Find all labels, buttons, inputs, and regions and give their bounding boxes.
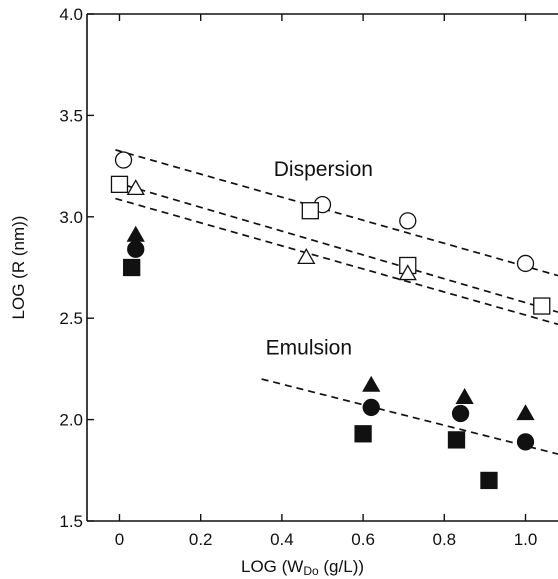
fit-lines [115, 149, 558, 455]
data-point-filled-circle [516, 433, 535, 451]
data-point-filled-square [354, 425, 372, 443]
data-markers [110, 151, 551, 490]
y-tick-label: 3.0 [59, 208, 83, 227]
data-point-open-triangle [398, 264, 417, 281]
data-point-open-square [533, 297, 551, 315]
data-point-filled-circle [362, 398, 380, 417]
x-tick-label: 0.8 [432, 530, 456, 549]
data-point-filled-triangle [455, 387, 474, 404]
data-point-open-circle [399, 212, 417, 230]
emulsion-label: Emulsion [266, 337, 352, 360]
data-point-open-triangle [126, 179, 145, 196]
fit-line [261, 378, 558, 455]
data-point-open-circle [516, 254, 535, 273]
dispersion-label: Dispersion [274, 158, 373, 181]
fit-line [115, 181, 558, 313]
data-point-filled-triangle [516, 404, 535, 421]
y-axis-title: LOG (R (nm)) [9, 216, 28, 320]
x-axis-title: LOG (WDo (g/L)) [241, 557, 364, 578]
x-axis-title-tail: (g/L)) [319, 557, 364, 576]
data-point-filled-triangle [362, 375, 381, 392]
x-tick-label: 0 [115, 530, 124, 549]
y-tick-label: 2.5 [59, 309, 83, 328]
fit-line [115, 197, 558, 326]
data-point-filled-square [447, 431, 466, 449]
data-point-filled-circle [127, 240, 145, 258]
y-tick-label: 3.5 [59, 106, 83, 125]
data-point-open-circle [114, 151, 133, 169]
x-tick-label: 0.4 [270, 530, 294, 549]
x-tick-label: 0.6 [351, 530, 375, 549]
axes [86, 13, 558, 522]
data-point-filled-square [480, 471, 498, 490]
y-tick-label: 1.5 [59, 512, 83, 531]
fit-line [115, 149, 558, 277]
data-point-filled-circle [451, 404, 470, 423]
x-axis-title-main: LOG (W [241, 557, 303, 576]
x-tick-label: 1.0 [514, 530, 538, 549]
y-tick-label: 4.0 [59, 5, 83, 24]
x-axis-title-subscript: Do [303, 564, 319, 578]
data-point-filled-square [123, 258, 141, 277]
x-tick-label: 0.2 [189, 530, 213, 549]
data-point-open-square [110, 175, 129, 194]
y-tick-label: 2.0 [59, 411, 83, 430]
data-point-open-triangle [297, 248, 316, 265]
data-point-filled-triangle [126, 225, 145, 242]
data-point-open-square [301, 202, 319, 220]
tick-labels: 0 0.2 0.4 0.6 0.8 1.0 1.5 2.0 2.5 3.0 3.5 4.0 [59, 5, 537, 549]
